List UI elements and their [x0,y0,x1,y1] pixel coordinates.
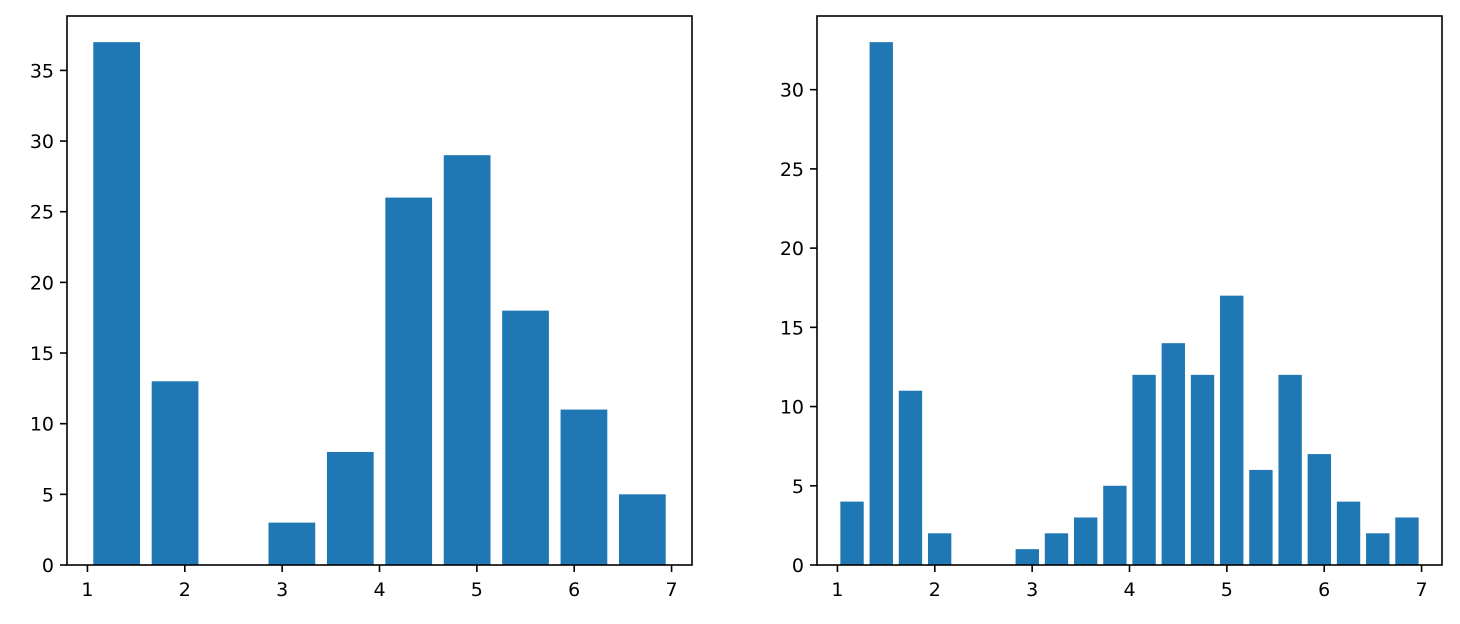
histogram-right: 1 2 3 4 5 6 7 0 5 10 15 20 25 30 [780,15,1443,601]
bar [385,197,433,565]
y-tick-label: 15 [780,317,804,339]
y-tick-label: 20 [780,238,804,260]
bar [1161,343,1185,565]
bar [1278,374,1302,565]
x-tick-label: 4 [1123,579,1135,601]
bar [618,494,666,565]
bar [898,390,923,565]
bar [1366,533,1390,565]
bar [1395,517,1419,565]
bar [869,42,893,565]
x-tick-label: 7 [1416,579,1428,601]
bar [1190,374,1215,565]
x-tick-label: 2 [179,579,191,601]
bar [1015,549,1039,565]
y-tick-label: 30 [780,80,804,102]
x-tick-label: 6 [1318,579,1330,601]
y-tick-label: 25 [30,202,54,224]
bar [560,409,608,565]
x-tick-label: 7 [666,579,678,601]
y-tick-label: 10 [780,397,804,419]
bar [1249,469,1273,565]
y-tick-label: 0 [42,555,54,577]
y-tick-label: 30 [30,131,54,153]
bar [840,501,864,565]
bar [93,42,141,565]
bar [1044,533,1069,565]
bar [1220,295,1244,565]
y-tick-label: 5 [792,476,804,498]
bar [1307,454,1332,565]
y-tick-label: 25 [780,159,804,181]
x-tick-label: 5 [471,579,483,601]
y-tick-label: 10 [30,414,54,436]
x-tick-label: 3 [276,579,288,601]
bar [1103,485,1127,565]
x-tick-label: 5 [1221,579,1233,601]
x-tick-label: 1 [81,579,93,601]
bar [927,533,952,565]
y-tick-label: 5 [42,484,54,506]
x-tick-label: 1 [831,579,843,601]
bar [443,155,491,565]
bar [1132,374,1156,565]
bar [1074,517,1098,565]
y-tick-label: 35 [30,60,54,82]
bar [326,451,374,565]
x-tick-label: 4 [373,579,385,601]
bar [1336,501,1361,565]
bar [268,522,316,565]
y-tick-label: 20 [30,272,54,294]
x-tick-label: 6 [568,579,580,601]
histogram-left: 1 2 3 4 5 6 7 0 5 10 15 20 25 30 35 [30,15,693,601]
x-tick-label: 3 [1026,579,1038,601]
bar [502,310,549,565]
y-tick-label: 15 [30,343,54,365]
bar [151,381,199,565]
x-tick-label: 2 [929,579,941,601]
y-tick-label: 0 [792,555,804,577]
